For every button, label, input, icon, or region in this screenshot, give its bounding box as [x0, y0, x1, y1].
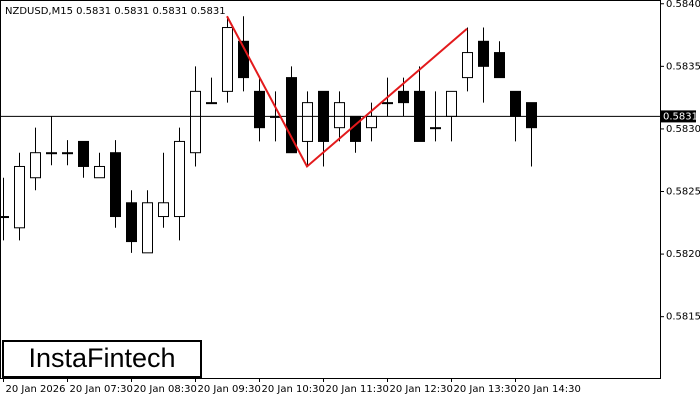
y-tick-label: 0.5830 — [666, 124, 700, 135]
candle-body — [190, 90, 201, 154]
candle-body — [510, 90, 521, 117]
candle-body — [142, 202, 153, 254]
y-tick-label: 0.5835 — [666, 61, 700, 72]
pattern-line — [226, 15, 468, 169]
x-tick-label: 20 Jan 14:30 — [518, 384, 581, 395]
x-tick-label: 20 Jan 07:30 — [70, 384, 133, 395]
candle-body — [334, 102, 345, 129]
candle-body — [0, 216, 9, 219]
y-tick-label: 0.5840 — [666, 0, 700, 10]
candle-body — [478, 40, 489, 67]
x-tick-label: 20 Jan 11:30 — [326, 384, 389, 395]
candle-body — [158, 202, 169, 218]
x-tick-label: 20 Jan 08:30 — [134, 384, 197, 395]
candle-body — [30, 152, 41, 179]
candle-body — [366, 115, 377, 129]
candle-body — [254, 90, 265, 129]
candle-body — [62, 152, 73, 155]
candle-body — [382, 102, 393, 105]
chart-title: NZDUSD,M15 0.5831 0.5831 0.5831 0.5831 — [5, 6, 226, 17]
candle-body — [126, 202, 137, 243]
candle-body — [398, 90, 409, 104]
candle-body — [446, 90, 457, 117]
candle-body — [94, 165, 105, 179]
x-tick-label: 20 Jan 2026 — [6, 384, 66, 395]
plot-frame — [0, 0, 661, 379]
price-marker — [660, 110, 696, 123]
candle-body — [238, 40, 249, 79]
candle-body — [430, 127, 441, 130]
candle-body — [526, 102, 537, 129]
candle-body — [110, 152, 121, 218]
logo-box — [2, 340, 202, 378]
y-tick-label: 0.5825 — [666, 187, 700, 198]
x-tick-label: 20 Jan 09:30 — [198, 384, 261, 395]
x-tick-label: 20 Jan 12:30 — [390, 384, 453, 395]
y-tick-label: 0.5815 — [666, 312, 700, 323]
x-tick-label: 20 Jan 10:30 — [262, 384, 325, 395]
y-tick-label: 0.5820 — [666, 249, 700, 260]
x-tick-label: 20 Jan 13:30 — [454, 384, 517, 395]
candle-body — [78, 140, 89, 167]
candle-body — [494, 52, 505, 79]
candle-body — [174, 140, 185, 218]
candle-body — [46, 152, 57, 155]
candle-body — [206, 102, 217, 105]
logo: InstaFintech — [28, 343, 175, 373]
candle-body — [302, 102, 313, 142]
candle-body — [462, 52, 473, 79]
candle-body — [14, 165, 25, 229]
candle-body — [222, 27, 233, 92]
price-marker-label: 0.5831 — [663, 111, 698, 122]
candle-body — [286, 77, 297, 154]
